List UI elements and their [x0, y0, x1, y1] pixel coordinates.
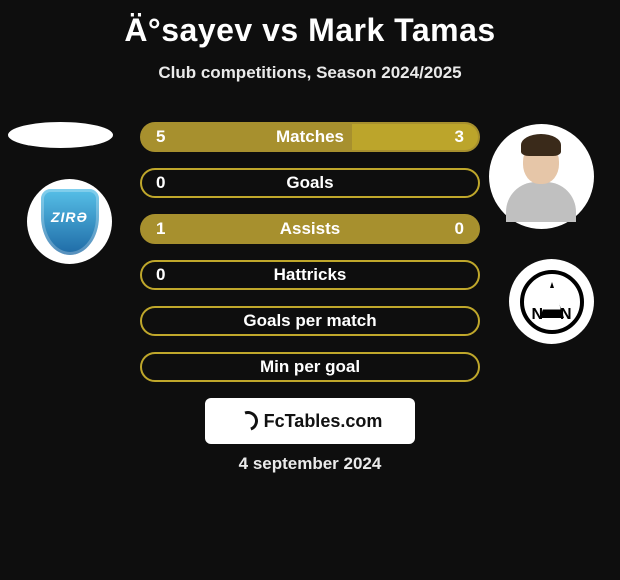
- stat-label: Goals per match: [243, 311, 376, 331]
- page-title: Ä°sayev vs Mark Tamas: [0, 0, 620, 49]
- brand-badge: FcTables.com: [205, 398, 415, 444]
- stats-bars: Matches53Goals0Assists10Hattricks0Goals …: [140, 122, 480, 398]
- stat-label: Matches: [276, 127, 344, 147]
- stat-row: Matches 5 3: [140, 122, 480, 152]
- stat-value-left: 5: [156, 127, 165, 147]
- stat-label: Hattricks: [274, 265, 347, 285]
- stat-value-left: 0: [156, 265, 165, 285]
- club-badge-left: ZIRƏ: [27, 179, 112, 264]
- club-badge-left-label: ZIRƏ: [41, 209, 99, 225]
- stat-value-left: 0: [156, 173, 165, 193]
- player-right-avatar: [489, 124, 594, 229]
- stat-row: Assists 1 0: [140, 214, 480, 244]
- stat-label: Assists: [280, 219, 340, 239]
- stat-value-right: 3: [455, 127, 464, 147]
- stat-value-left: 1: [156, 219, 165, 239]
- stat-label: Goals: [286, 173, 333, 193]
- player-left-avatar: [8, 122, 113, 148]
- club-badge-right: N N: [509, 259, 594, 344]
- stat-value-right: 0: [455, 219, 464, 239]
- stat-row: Goals per match: [140, 306, 480, 336]
- stat-row: Goals 0: [140, 168, 480, 198]
- brand-text: FcTables.com: [264, 411, 383, 432]
- brand-logo-icon: [234, 408, 261, 435]
- stat-row: Min per goal: [140, 352, 480, 382]
- footer-date: 4 september 2024: [0, 454, 620, 474]
- stat-row: Hattricks 0: [140, 260, 480, 290]
- stat-label: Min per goal: [260, 357, 360, 377]
- page-subtitle: Club competitions, Season 2024/2025: [0, 63, 620, 83]
